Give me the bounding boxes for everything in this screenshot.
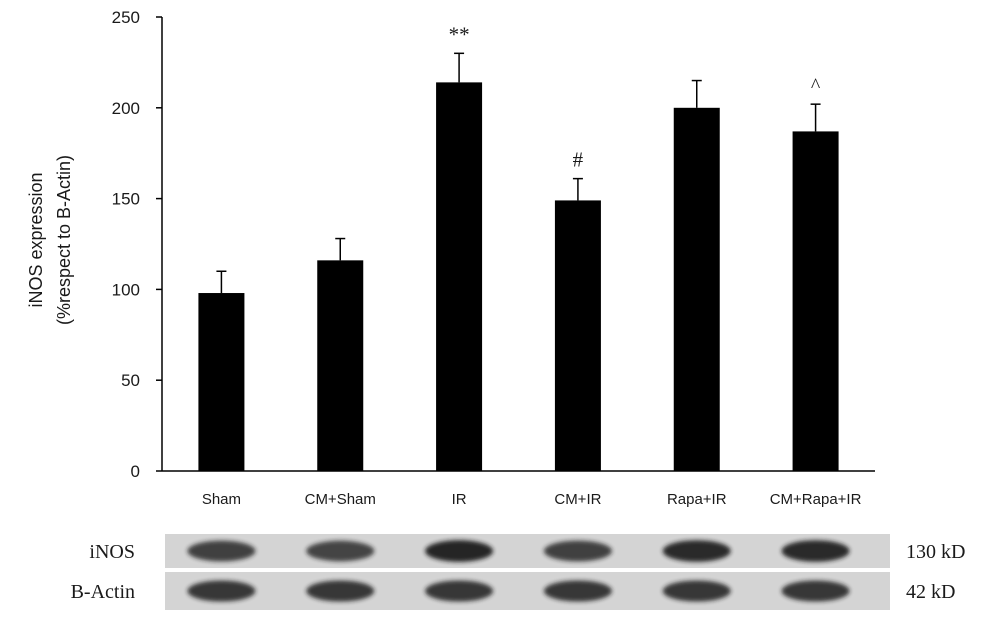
- error-bars: [216, 52, 821, 294]
- blot-band: [306, 580, 375, 602]
- western-blot: iNOS 130 kD B-Actin 42 kD: [71, 534, 965, 610]
- bar: [673, 107, 720, 472]
- y-axis-ticks: 0 50 100 150 200 250: [112, 8, 162, 481]
- blot-row-size: 42 kD: [906, 581, 955, 603]
- significance-annotations: ** # ^: [449, 22, 821, 171]
- blot-band: [662, 580, 731, 602]
- blot-band: [781, 580, 850, 602]
- bar: [317, 260, 364, 471]
- significance-marker: #: [573, 148, 584, 172]
- blot-band: [187, 580, 256, 602]
- y-tick-label: 100: [112, 280, 140, 299]
- blot-row-label: iNOS: [89, 541, 135, 563]
- blot-band: [425, 540, 494, 562]
- x-tick-label: CM+Sham: [305, 491, 376, 508]
- blot-row-size: 130 kD: [906, 541, 965, 563]
- significance-marker: **: [449, 22, 470, 46]
- y-tick-label: 250: [112, 8, 140, 27]
- x-axis-tick-labels: Sham CM+Sham IR CM+IR Rapa+IR CM+Rapa+IR: [202, 491, 862, 508]
- blot-band: [662, 540, 731, 562]
- bar: [436, 82, 483, 471]
- y-tick-label: 50: [121, 371, 140, 390]
- y-axis-label-line-1: iNOS expression: [26, 172, 46, 307]
- x-tick-label: Sham: [202, 491, 241, 508]
- x-tick-label: CM+IR: [554, 491, 601, 508]
- blot-strip: [165, 534, 890, 568]
- bar-chart: iNOS expression (%respect to B-Actin) 0 5…: [26, 8, 875, 508]
- significance-marker: ^: [811, 75, 821, 97]
- y-axis-label-line-2: (%respect to B-Actin): [54, 155, 74, 325]
- blot-band: [425, 580, 494, 602]
- bar: [792, 131, 839, 471]
- x-tick-label: IR: [452, 491, 467, 508]
- blot-band: [543, 580, 612, 602]
- y-tick-label: 150: [112, 190, 140, 209]
- blot-band: [543, 540, 612, 562]
- blot-band: [781, 540, 850, 562]
- blot-strip: [165, 572, 890, 610]
- bars: [198, 82, 839, 472]
- x-tick-label: CM+Rapa+IR: [770, 491, 862, 508]
- blot-band: [187, 540, 256, 562]
- y-tick-label: 200: [112, 99, 140, 118]
- y-axis-label: iNOS expression (%respect to B-Actin): [26, 155, 74, 325]
- x-tick-label: Rapa+IR: [667, 491, 727, 508]
- blot-row-label: B-Actin: [71, 581, 135, 603]
- bar: [554, 200, 601, 471]
- bar: [198, 293, 245, 471]
- y-tick-label: 0: [131, 462, 140, 481]
- blot-band: [306, 540, 375, 562]
